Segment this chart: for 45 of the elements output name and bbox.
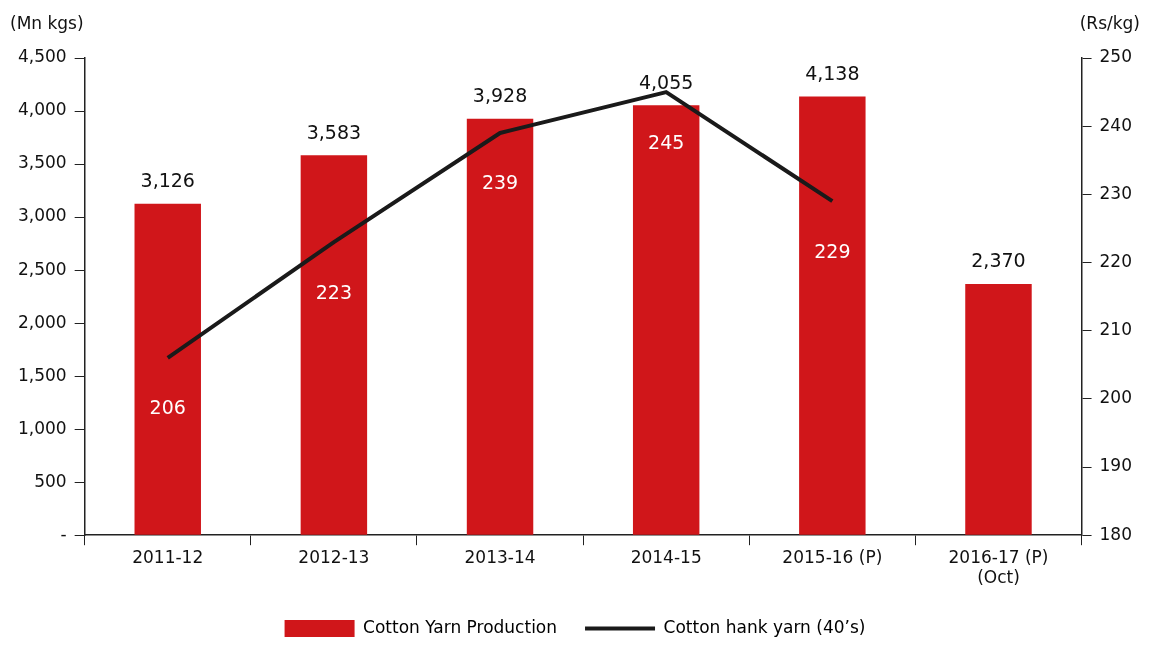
data-label: 229: [814, 239, 851, 262]
legend-label: Cotton hank yarn (40’s): [663, 616, 866, 637]
y-tick-label: 4,000: [18, 99, 67, 120]
y2-axis-title: (Rs/kg): [1079, 12, 1140, 33]
y-tick-label: 1,000: [18, 417, 67, 438]
data-label: 3,126: [140, 169, 195, 192]
legend-label: Cotton Yarn Production: [363, 616, 558, 637]
data-label: 4,055: [638, 70, 694, 93]
y2-tick-label: 180: [1099, 523, 1133, 544]
x-tick-label: 2016-17 (P) (Oct): [948, 546, 1049, 588]
bar: [300, 155, 368, 535]
y2-tick-label: 190: [1099, 455, 1133, 476]
bar: [632, 105, 700, 535]
x-tick-label: 2013-14: [464, 546, 536, 567]
bar: [466, 118, 534, 535]
y-tick-label: 500: [34, 470, 67, 491]
data-label: 206: [149, 396, 186, 419]
data-label: 3,583: [306, 120, 362, 143]
x-tick-label: 2015-16 (P): [782, 546, 883, 567]
data-label: 2,370: [971, 249, 1026, 272]
y2-tick-label: 230: [1099, 182, 1133, 203]
y-axis-title: (Mn kgs): [10, 12, 84, 33]
y2-tick-label: 210: [1099, 319, 1133, 340]
y-tick-label: 3,500: [18, 152, 67, 173]
y-tick-label: 1,500: [18, 364, 67, 385]
y2-tick-label: 220: [1099, 250, 1133, 271]
y-tick-label: 2,000: [18, 311, 67, 332]
x-tick-label: 2011-12: [132, 546, 204, 567]
bar: [965, 283, 1032, 535]
y2-tick-label: 250: [1099, 46, 1133, 67]
data-label: 4,138: [805, 61, 860, 84]
x-tick-label: 2014-15: [630, 546, 702, 567]
y-tick-label: -: [60, 523, 67, 544]
y2-tick-label: 200: [1099, 387, 1133, 408]
y2-tick-label: 240: [1099, 114, 1133, 135]
data-label: 239: [481, 171, 519, 194]
bar: [799, 96, 866, 535]
y-tick-label: 2,500: [18, 258, 67, 279]
bar: [134, 203, 201, 535]
data-label: 223: [315, 280, 353, 303]
data-label: 245: [648, 130, 685, 153]
y-tick-label: 3,000: [18, 205, 67, 226]
y-tick-label: 4,500: [18, 46, 67, 67]
x-tick-label: 2012-13: [298, 546, 370, 567]
data-label: 3,928: [472, 84, 528, 107]
